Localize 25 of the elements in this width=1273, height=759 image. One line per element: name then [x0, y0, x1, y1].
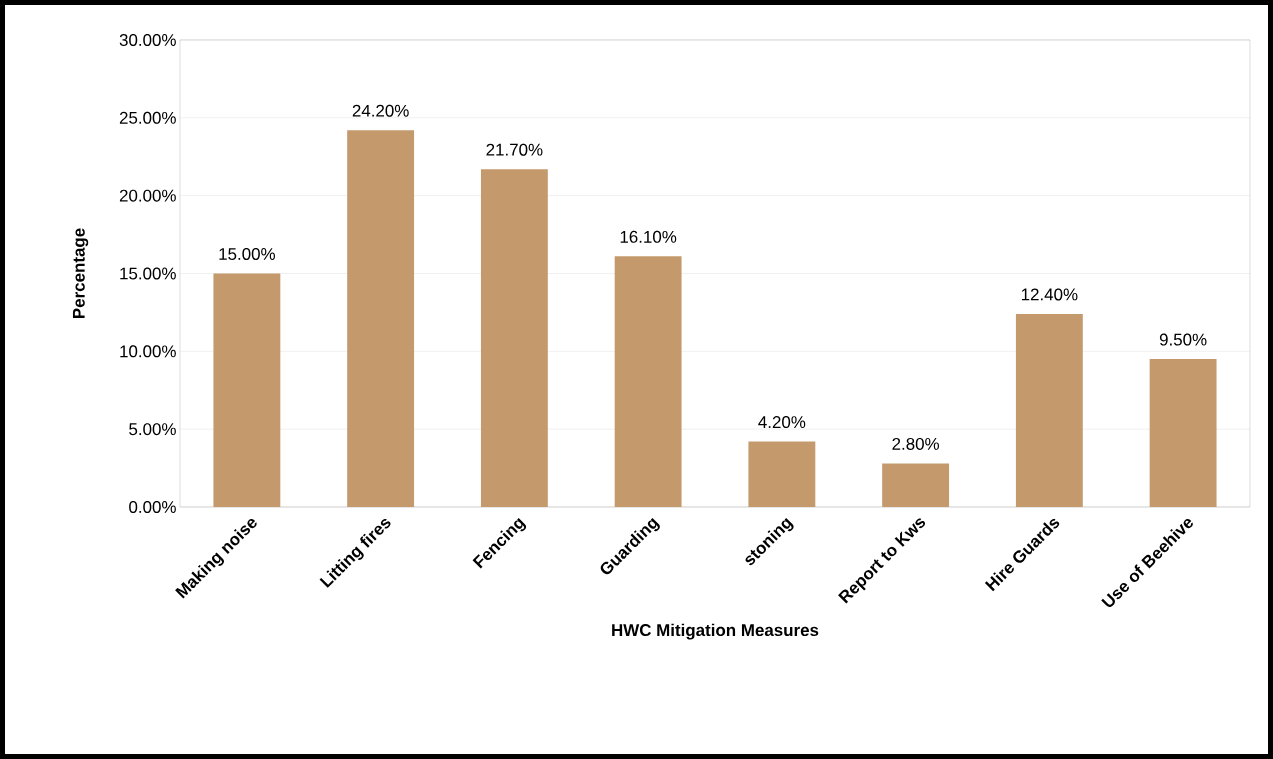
y-axis-title: Percentage — [72, 228, 89, 318]
data-label: 21.70% — [486, 143, 543, 156]
y-tick-label: 0.00% — [129, 500, 176, 513]
data-label: 12.40% — [1021, 288, 1078, 301]
y-tick-label: 30.00% — [119, 33, 176, 46]
y-tick-label: 20.00% — [119, 189, 176, 202]
bar — [480, 169, 548, 507]
bar — [213, 273, 281, 507]
data-label: 15.00% — [219, 247, 275, 260]
data-label: 24.20% — [352, 104, 409, 117]
x-axis-title: HWC Mitigation Measures — [612, 623, 819, 640]
bar — [1015, 313, 1083, 507]
data-label: 16.10% — [620, 230, 677, 243]
data-label: 4.20% — [758, 416, 806, 429]
data-label: 9.50% — [1159, 333, 1207, 346]
y-tick-label: 25.00% — [119, 111, 176, 124]
bar — [882, 463, 950, 507]
bar — [1149, 359, 1217, 507]
bar — [614, 256, 682, 507]
data-label: 2.80% — [892, 437, 940, 450]
y-tick-label: 5.00% — [129, 423, 176, 436]
bar — [347, 130, 415, 507]
y-tick-label: 15.00% — [120, 267, 176, 280]
bar — [748, 441, 816, 507]
y-tick-label: 10.00% — [120, 345, 176, 358]
